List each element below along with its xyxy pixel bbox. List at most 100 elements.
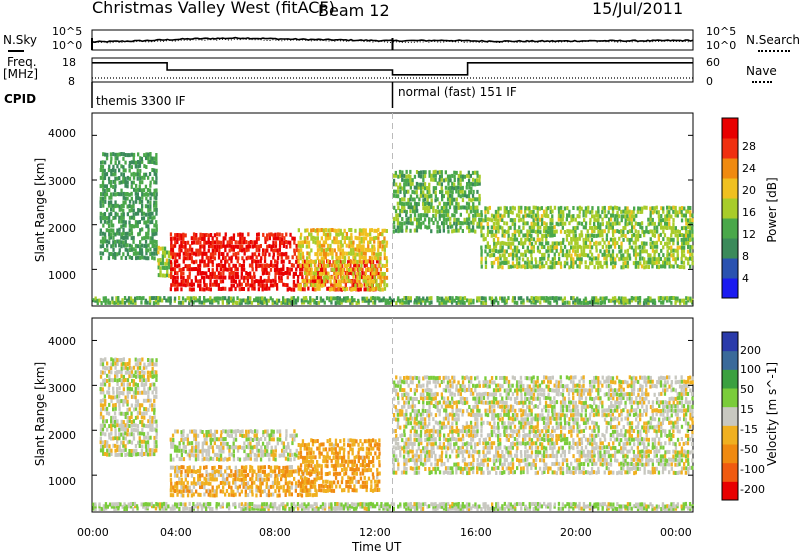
velocity-cell xyxy=(205,433,208,438)
power-cell xyxy=(472,217,475,222)
power-cell xyxy=(494,229,498,234)
power-cell xyxy=(393,205,396,210)
power-cell xyxy=(532,218,535,223)
power-cell xyxy=(507,296,510,301)
power-cell xyxy=(453,228,456,233)
velocity-cell xyxy=(148,386,152,391)
power-cell xyxy=(447,209,450,214)
power-cell xyxy=(513,222,517,227)
power-cell xyxy=(501,298,504,303)
power-cell xyxy=(678,229,681,234)
power-cell xyxy=(145,192,148,196)
power-cell xyxy=(613,241,617,246)
power-cell xyxy=(178,263,181,268)
power-cell xyxy=(612,233,615,238)
power-cell xyxy=(681,241,684,246)
power-cell xyxy=(426,209,429,214)
power-cell xyxy=(126,243,129,248)
power-cell xyxy=(228,263,231,268)
power-cell xyxy=(449,296,452,301)
velocity-cell xyxy=(143,407,146,412)
power-cell xyxy=(691,221,694,226)
power-cell xyxy=(447,201,450,206)
velocity-cell xyxy=(114,365,117,370)
power-cell xyxy=(465,206,468,211)
power-cell xyxy=(590,226,594,230)
power-cell xyxy=(243,251,246,256)
power-cell xyxy=(199,259,202,264)
power-cell xyxy=(603,252,606,257)
power-cell xyxy=(326,243,330,248)
power-cell xyxy=(474,170,477,175)
power-cell xyxy=(246,272,250,276)
power-cell xyxy=(516,300,519,305)
velocity-cell xyxy=(251,489,254,494)
velocity-cell xyxy=(220,449,223,453)
power-cell xyxy=(395,213,398,218)
power-cell xyxy=(518,233,521,237)
power-cell xyxy=(255,267,258,272)
power-cell xyxy=(293,236,296,241)
velocity-cell xyxy=(114,428,117,433)
power-cell xyxy=(107,200,111,205)
power-cell xyxy=(645,241,648,246)
velocity-cell xyxy=(186,441,190,446)
power-cell xyxy=(157,298,160,303)
power-cell xyxy=(553,296,556,301)
velocity-cell xyxy=(244,489,247,494)
velocity-cell xyxy=(228,433,231,438)
power-cell xyxy=(268,286,271,291)
velocity-cell xyxy=(213,470,216,474)
power-cell xyxy=(209,300,212,305)
power-cell xyxy=(170,243,173,248)
power-cell xyxy=(360,267,363,272)
power-cell xyxy=(476,213,479,217)
velocity-cell xyxy=(290,465,293,469)
power-cell xyxy=(309,298,312,303)
power-cell xyxy=(426,194,429,199)
power-cell xyxy=(676,249,679,254)
power-cell xyxy=(386,298,389,303)
chart-title: Christmas Valley West (fitACF) xyxy=(92,0,335,17)
power-cell xyxy=(622,265,625,270)
power-cell xyxy=(634,253,637,258)
power-cell xyxy=(120,152,123,156)
power-cell xyxy=(171,267,175,272)
velocity-cell xyxy=(108,366,111,370)
velocity-cell xyxy=(259,489,262,493)
power-cell xyxy=(683,265,686,270)
power-cell xyxy=(420,190,423,195)
power-cell xyxy=(634,256,638,261)
power-cell xyxy=(313,298,316,303)
power-cell xyxy=(470,198,473,203)
power-cell xyxy=(245,244,248,249)
power-cell xyxy=(314,236,317,241)
power-cell xyxy=(301,275,304,280)
power-cell xyxy=(128,204,131,208)
power-cell xyxy=(576,206,579,211)
power-cell xyxy=(241,236,244,241)
power-cell xyxy=(145,251,148,256)
power-cell xyxy=(530,245,533,250)
power-cell xyxy=(691,213,694,218)
power-cell xyxy=(114,161,117,165)
velocity-cell xyxy=(247,441,250,446)
power-cell xyxy=(338,301,341,305)
power-cell xyxy=(247,232,250,237)
power-cell xyxy=(314,268,317,273)
power-cell xyxy=(649,213,652,218)
power-cell xyxy=(108,188,111,192)
power-cell xyxy=(265,267,268,272)
power-cell xyxy=(240,287,244,291)
velocity-cell xyxy=(155,362,158,367)
power-cell xyxy=(255,237,259,242)
power-cell xyxy=(469,173,472,178)
power-cell xyxy=(350,228,353,232)
power-cell xyxy=(138,208,141,213)
velocity-cell xyxy=(207,433,211,438)
power-cell xyxy=(316,286,319,291)
power-cell xyxy=(626,264,630,269)
velocity-cell xyxy=(104,399,107,403)
power-cell xyxy=(132,235,135,240)
velocity-cell xyxy=(259,457,263,462)
